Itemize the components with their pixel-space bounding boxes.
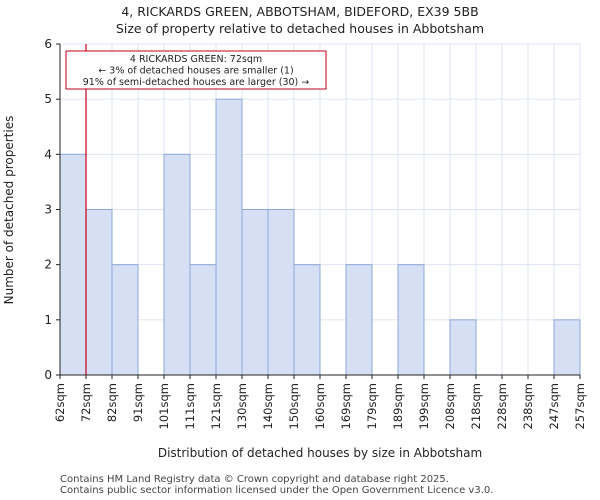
bar — [85, 209, 113, 376]
footer-licence: Contains public sector information licen… — [60, 485, 494, 496]
x-tick-label: 179sqm — [365, 383, 379, 429]
x-tick-label: 169sqm — [339, 383, 353, 429]
x-tick-label: 62sqm — [53, 383, 67, 422]
x-tick-label: 91sqm — [131, 383, 145, 422]
x-tick-label: 257sqm — [573, 383, 587, 429]
x-tick-label: 238sqm — [521, 383, 535, 429]
x-tick-label: 72sqm — [79, 383, 93, 422]
x-tick-label: 101sqm — [157, 383, 171, 429]
y-tick-label: 5 — [44, 92, 52, 106]
y-tick-label: 1 — [44, 313, 52, 327]
bar — [59, 153, 87, 376]
x-tick-label: 160sqm — [313, 383, 327, 429]
bar — [267, 209, 295, 376]
y-tick-label: 0 — [44, 368, 52, 382]
y-tick-label: 6 — [44, 37, 52, 51]
x-tick-label: 111sqm — [183, 383, 197, 429]
annotation-text: ← 3% of detached houses are smaller (1) — [98, 66, 293, 77]
bar — [215, 98, 243, 376]
y-axis-label: Number of detached properties — [2, 116, 16, 305]
annotation-text: 91% of semi-detached houses are larger (… — [83, 77, 310, 88]
bar — [163, 153, 191, 376]
y-tick-label: 2 — [44, 258, 52, 272]
histogram-chart: 0 1 2 3 4 5 6 62sqm 72sqm 82sqm 91sqm 101sqm 111sqm 1… — [2, 37, 587, 460]
x-tick-label: 121sqm — [209, 383, 223, 429]
x-tick-label: 150sqm — [287, 383, 301, 429]
axes-layer: 0 1 2 3 4 5 6 62sqm 72sqm 82sqm 91sqm 101sqm 111sqm 1… — [44, 37, 587, 429]
bar — [241, 209, 269, 376]
x-tick-label: 82sqm — [105, 383, 119, 422]
x-tick-label: 199sqm — [417, 383, 431, 429]
footer-copyright: Contains HM Land Registry data © Crown c… — [60, 474, 449, 485]
y-tick-label: 3 — [44, 203, 52, 217]
chart-title: 4, RICKARDS GREEN, ABBOTSHAM, BIDEFORD, … — [121, 4, 479, 19]
x-tick-label: 130sqm — [235, 383, 249, 429]
y-tick-label: 4 — [44, 147, 52, 161]
bar — [293, 264, 321, 376]
annotation-text: 4 RICKARDS GREEN: 72sqm — [130, 54, 262, 65]
x-tick-label: 189sqm — [391, 383, 405, 429]
x-tick-label: 228sqm — [495, 383, 509, 429]
chart-subtitle: Size of property relative to detached ho… — [115, 21, 485, 36]
bar — [553, 319, 581, 376]
annotation-layer: 4 RICKARDS GREEN: 72sqm← 3% of detached … — [65, 50, 327, 90]
bar — [345, 264, 373, 376]
annotation-box — [65, 50, 327, 90]
x-tick-label: 218sqm — [469, 383, 483, 429]
bar — [111, 264, 139, 376]
x-axis-label: Distribution of detached houses by size … — [158, 446, 482, 460]
x-tick-label: 247sqm — [547, 383, 561, 429]
bar — [449, 319, 477, 376]
x-tick-label: 208sqm — [443, 383, 457, 429]
bar — [189, 264, 217, 376]
x-tick-label: 140sqm — [261, 383, 275, 429]
bar — [397, 264, 425, 376]
